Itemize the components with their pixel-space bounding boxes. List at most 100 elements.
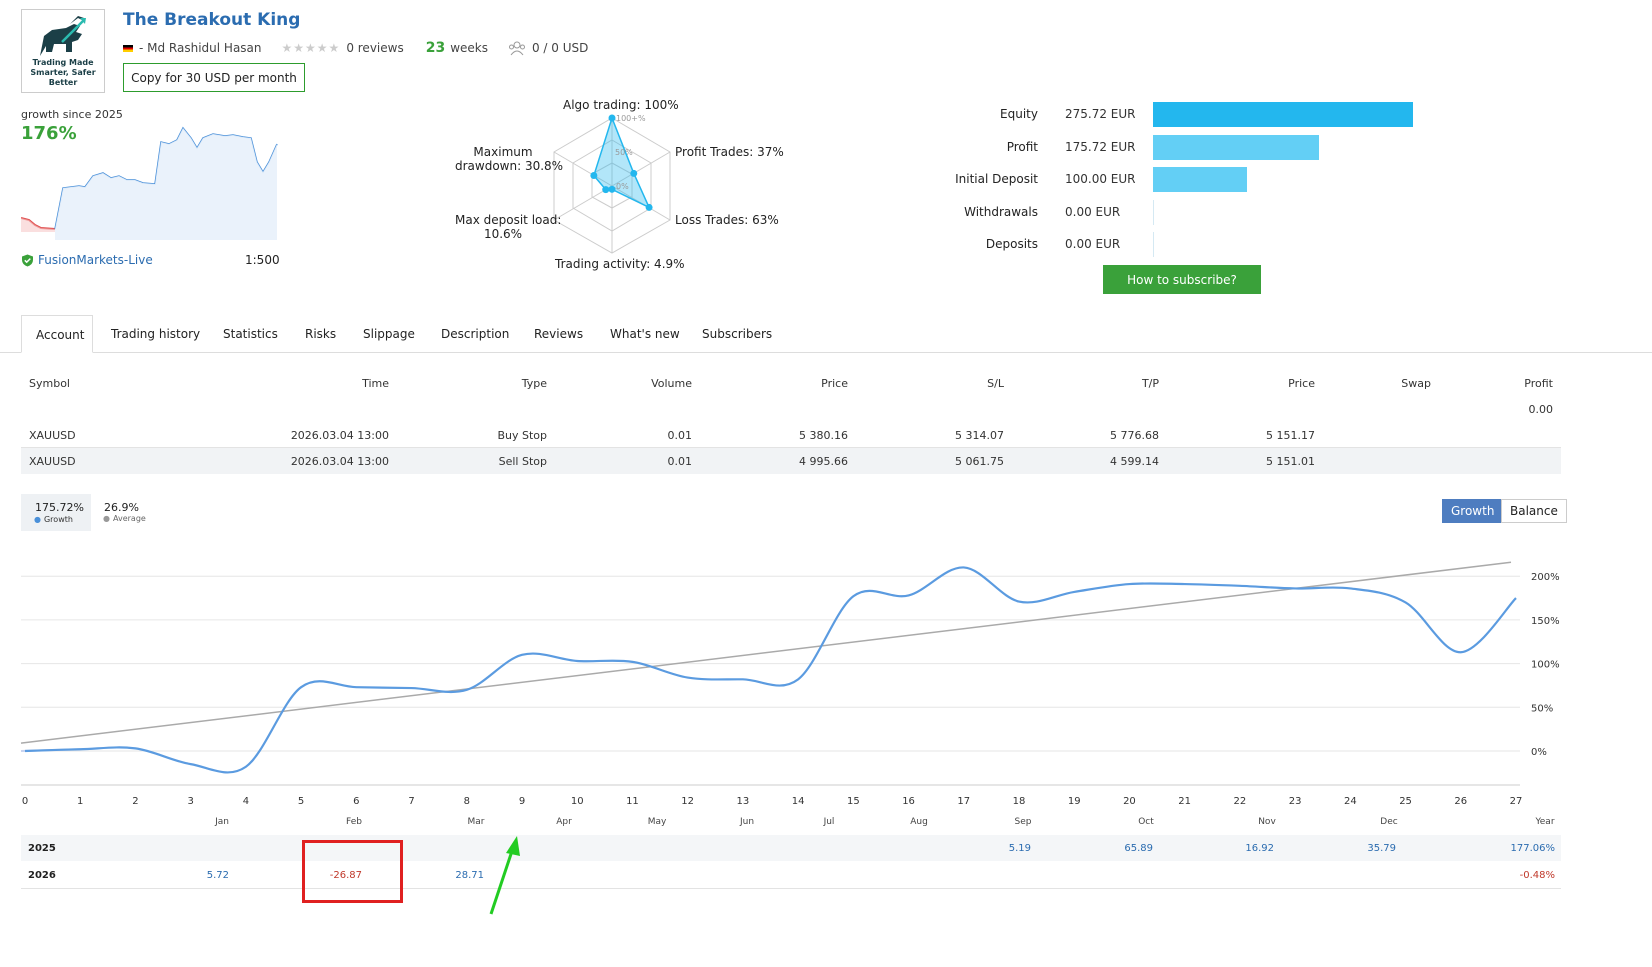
month-return-cell[interactable]: 28.71 <box>455 870 484 881</box>
radar-load-title: Max deposit load: <box>455 213 562 227</box>
balance-value: 275.72 EUR <box>1065 107 1136 121</box>
balance-label: Initial Deposit <box>955 172 1038 186</box>
year-row-2025 <box>21 835 1561 861</box>
balance-label: Profit <box>1006 139 1038 154</box>
growth-series-line[interactable] <box>24 566 1517 774</box>
subscribers-info: 0 / 0 USD <box>508 40 588 56</box>
x-tick-label: 7 <box>408 796 414 807</box>
strategy-subline: - Md Rashidul Hasan ★★★★★ 0 reviews 23 w… <box>123 40 588 56</box>
month-return-cell[interactable]: 5.19 <box>1008 843 1031 854</box>
x-tick-label: 15 <box>847 796 860 807</box>
month-return-cell[interactable]: 16.92 <box>1245 843 1274 854</box>
month-header: Aug <box>910 817 928 827</box>
tab-statistics[interactable]: Statistics <box>223 327 278 341</box>
radar-algo-label: Algo trading: 100% <box>563 98 679 112</box>
year-total-cell: 177.06% <box>1510 843 1556 854</box>
author-name[interactable]: - Md Rashidul Hasan <box>139 41 262 55</box>
x-tick-label: 1 <box>77 796 83 807</box>
x-tick-label: 6 <box>353 796 359 807</box>
average-legend-label-wrap[interactable]: ● Average <box>103 514 146 523</box>
month-header: Jul <box>823 817 835 827</box>
table-cell: 0.01 <box>667 455 693 468</box>
growth-legend[interactable]: 175.72% ● Growth <box>21 494 91 531</box>
x-tick-label: 11 <box>626 796 639 807</box>
balance-toggle-button[interactable]: Balance <box>1501 499 1567 523</box>
tab-description[interactable]: Description <box>441 327 510 341</box>
growth-legend-value: 175.72% <box>35 501 84 514</box>
x-tick-label: 10 <box>571 796 584 807</box>
month-header: May <box>647 817 667 827</box>
mini-growth-chart <box>21 126 278 240</box>
table-cell: 5 151.01 <box>1266 455 1315 468</box>
growth-legend-label-wrap: ● Growth <box>34 515 73 524</box>
year-total-cell: -0.48% <box>1519 870 1555 881</box>
x-tick-label: 17 <box>957 796 970 807</box>
x-tick-label: 3 <box>187 796 193 807</box>
tab-subscribers[interactable]: Subscribers <box>702 327 773 341</box>
col-symbol: Symbol <box>29 377 70 390</box>
strategy-logo: Trading Made Smarter, Safer Better <box>21 9 105 93</box>
table-cell: 5 314.07 <box>955 429 1004 442</box>
growth-since-label: growth since 2025 <box>21 108 123 121</box>
x-tick-label: 2 <box>132 796 138 807</box>
total-profit: 0.00 <box>1528 403 1554 416</box>
col-time: Time <box>362 377 389 390</box>
month-header: Jun <box>739 817 755 827</box>
y-tick-label: 0% <box>1531 747 1547 758</box>
table-cell: Buy Stop <box>497 429 547 442</box>
radar-tick-100: 100+% <box>616 114 646 123</box>
x-tick-label: 13 <box>737 796 750 807</box>
month-return-cell[interactable]: 65.89 <box>1124 843 1153 854</box>
growth-toggle-button[interactable]: Growth <box>1442 499 1504 523</box>
risk-radar-chart: 100+% 50% 0% <box>553 114 671 254</box>
table-row[interactable] <box>21 448 1561 474</box>
x-tick-label: 5 <box>298 796 304 807</box>
tab-whats-new[interactable]: What's new <box>610 327 680 341</box>
growth-legend-label: Growth <box>43 515 73 524</box>
strategy-title[interactable]: The Breakout King <box>123 10 301 30</box>
balance-bar <box>1153 199 1154 225</box>
x-tick-label: 9 <box>519 796 525 807</box>
average-dot-icon: ● <box>103 514 110 523</box>
x-tick-label: 20 <box>1123 796 1136 807</box>
month-return-cell[interactable]: 5.72 <box>206 870 229 881</box>
radar-load-label: Max deposit load: 10.6% <box>455 213 562 241</box>
col-type: Type <box>521 377 547 390</box>
x-tick-label: 22 <box>1234 796 1247 807</box>
table-cell: 0.01 <box>667 429 693 442</box>
year-row-2026 <box>21 862 1561 889</box>
balance-bar <box>1153 134 1319 160</box>
how-to-subscribe-button[interactable]: How to subscribe? <box>1103 265 1261 294</box>
radar-tick-0: 0% <box>616 182 629 191</box>
table-row[interactable] <box>21 422 1561 448</box>
growth-since-value: 176% <box>21 123 77 144</box>
month-header: Oct <box>1138 817 1154 827</box>
month-return-cell[interactable]: -26.87 <box>329 870 362 881</box>
rating-stars-icon: ★★★★★ <box>281 41 341 55</box>
x-tick-label: 0 <box>22 796 28 807</box>
average-legend-value: 26.9% <box>104 501 139 514</box>
signal-tabs: Account Trading history Statistics Risks… <box>0 315 1652 353</box>
radar-point <box>608 185 616 193</box>
y-tick-label: 200% <box>1531 572 1560 583</box>
col-sl: S/L <box>987 377 1004 390</box>
weeks-count: 23 <box>425 40 446 56</box>
year-label: 2026 <box>28 870 56 881</box>
tab-account[interactable]: Account <box>21 315 93 353</box>
server-name[interactable]: FusionMarkets-Live <box>38 253 153 267</box>
germany-flag-icon <box>123 44 133 52</box>
tab-trading-history[interactable]: Trading history <box>111 327 201 341</box>
reviews-count[interactable]: 0 reviews <box>346 41 404 55</box>
copy-subscribe-button[interactable]: Copy for 30 USD per month <box>123 63 305 92</box>
balance-label: Deposits <box>985 237 1038 251</box>
average-trend-line <box>20 561 1512 744</box>
leverage-value: 1:500 <box>245 253 280 267</box>
month-return-cell[interactable]: 35.79 <box>1367 843 1396 854</box>
broker-server[interactable]: FusionMarkets-Live <box>21 253 153 267</box>
x-tick-label: 27 <box>1510 796 1523 807</box>
tab-reviews[interactable]: Reviews <box>534 327 584 341</box>
month-header: Year <box>1535 817 1555 827</box>
tab-slippage[interactable]: Slippage <box>363 327 415 341</box>
bull-logo-icon <box>40 16 86 56</box>
tab-risks[interactable]: Risks <box>305 327 337 341</box>
